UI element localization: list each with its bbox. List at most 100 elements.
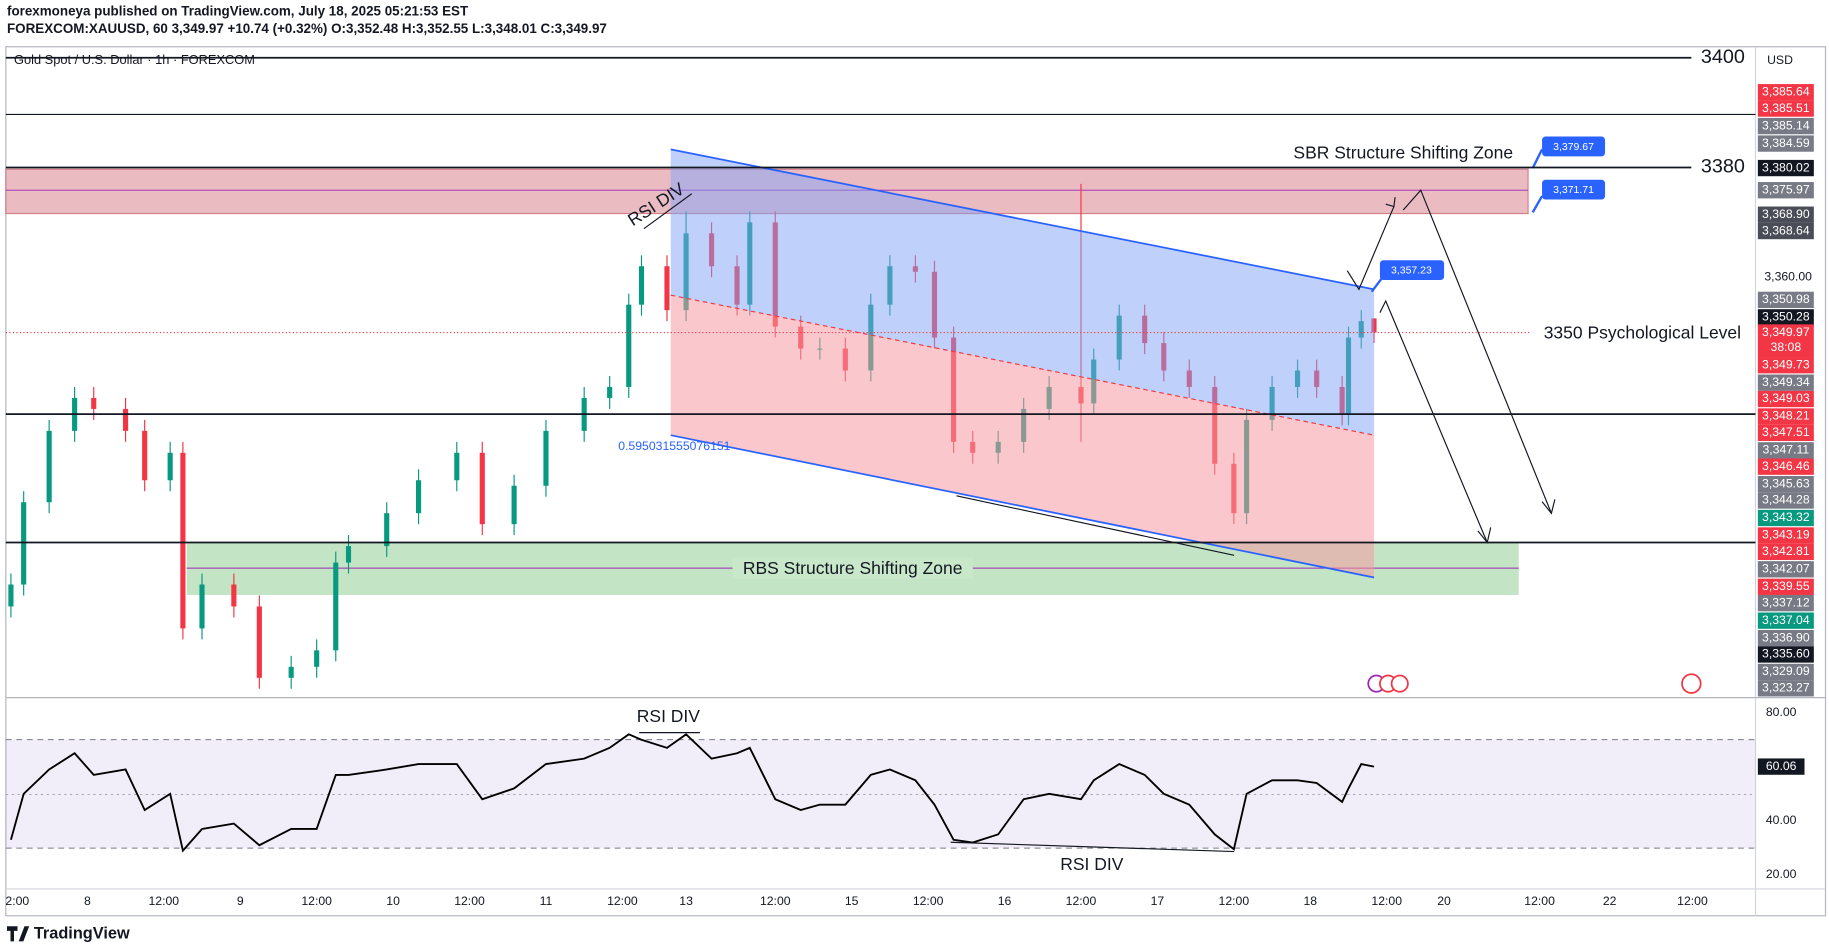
callout-pointer [1531,195,1544,213]
zone-label: SBR Structure Shifting Zone [1293,143,1513,163]
price-tag [1757,612,1814,629]
value-tag-label: 60.06 [1766,759,1797,773]
label-bg [732,557,973,579]
price-tag-label: 3,345.63 [1762,476,1810,490]
price-tag [1757,408,1814,425]
price-tag [1757,309,1814,326]
channel-upper-fill [670,149,1375,436]
candle-body [231,584,237,607]
x-tick-label: 12:00 [760,894,791,908]
candle-body [8,584,14,607]
label-bg [1531,322,1754,344]
x-tick-label: 12:00 [148,894,179,908]
x-tick-label: 2:00 [5,894,29,908]
x-tick-label: 12:00 [301,894,332,908]
event-icon[interactable] [1390,674,1409,693]
price-tag [1757,561,1814,578]
symbol-line: FOREXCOM:XAUUSD, 60 3,349.97 +10.74 (+0.… [7,21,607,36]
x-tick-label: 22 [1603,894,1617,908]
candle-body [607,386,613,398]
candle-body [46,430,52,503]
candle-body [180,452,186,629]
price-tag-label: 3,342.07 [1762,562,1810,576]
price-tag [1757,206,1814,223]
price-tag-label: 3,336.90 [1762,630,1810,644]
price-tag [1757,458,1814,475]
x-tick-label: 12:00 [607,894,638,908]
x-tick-label: 20 [1437,894,1451,908]
price-tag-label: 3,349.97 [1762,325,1810,339]
price-tag [1757,629,1814,647]
value-tag [1757,758,1805,775]
price-tag-label: 3,349.03 [1762,391,1810,405]
rsi-line [10,733,1375,853]
x-tick-label: 12:00 [454,894,485,908]
x-tick-label: 17 [1151,894,1165,908]
callout-pointer [1531,148,1544,169]
x-tick-label: 16 [998,894,1012,908]
price-tag-label: 3,350.28 [1762,310,1810,324]
price-tag [1757,578,1814,595]
price-tag [1757,527,1814,544]
price-tag-label: 3,375.97 [1762,182,1810,196]
x-tick-label: 9 [237,894,244,908]
channel-lower-fill [670,295,1375,578]
x-tick-label: 12:00 [1677,894,1708,908]
callout-pointer [1370,277,1384,293]
price-tag-label: 3,346.46 [1762,459,1810,473]
x-tick-label: 12:00 [1371,894,1402,908]
price-tag-label: 3,380.02 [1762,160,1810,174]
arrow-head [1477,527,1492,544]
price-tag [1757,424,1814,442]
projection-path [1379,299,1488,543]
price-tag [1757,182,1814,199]
price-tag-label: 3,385.14 [1762,118,1810,132]
price-tag-label: 3,329.09 [1762,664,1810,678]
price-tag-label: 3,343.19 [1762,528,1810,542]
candle-body [314,650,320,667]
candle-body [511,485,517,525]
countdown: 38:08 [1771,340,1802,354]
arrow-head [1541,499,1556,515]
event-icon[interactable] [1681,673,1702,694]
brand: TradingView [34,925,130,943]
callout [1379,260,1445,281]
y-tick-label: 20.00 [1766,867,1797,881]
candle-body [199,584,205,629]
x-tick-label: 12:00 [913,894,944,908]
rsi-band [5,739,1756,849]
price-tag-label: 3,368.64 [1762,223,1810,237]
candle-body [333,562,339,651]
price-tag-label: 3,385.64 [1762,84,1810,98]
event-icons[interactable] [1367,673,1702,694]
divergence-line [956,495,1235,556]
divergence-line [950,841,1235,853]
publisher: forexmoneya published on TradingView.com… [7,3,469,18]
price-tag-label: 3,384.59 [1762,136,1810,150]
chart-frame [5,46,1827,917]
candle-body [167,452,173,481]
x-tick-label: 12:00 [1066,894,1097,908]
price-tag-label: 3,348.21 [1762,409,1810,423]
channel-mid [670,294,1375,436]
candle-body [416,480,422,514]
axis-unit: USD [1767,53,1793,67]
divergence-line [643,193,693,230]
price-tag-label: 3,337.12 [1762,595,1810,609]
price-tag [1757,357,1814,374]
callout [1542,136,1606,157]
candle-body [91,397,97,409]
candle-body [123,408,129,431]
level-label: 3350 Psychological Level [1544,322,1741,342]
price-tag [1757,100,1814,117]
divergence-label: RSI DIV [1060,854,1123,874]
price-tag-label: 3,347.51 [1762,425,1810,439]
price-tag [1757,84,1814,101]
price-tag-label: 3,344.28 [1762,493,1810,507]
x-tick-label: 12:00 [1524,894,1555,908]
candle-body [288,666,294,678]
x-tick-label: 15 [845,894,859,908]
x-tick-label: 18 [1303,894,1317,908]
logo [6,926,30,942]
price-tag-label: 3,323.27 [1762,681,1810,695]
